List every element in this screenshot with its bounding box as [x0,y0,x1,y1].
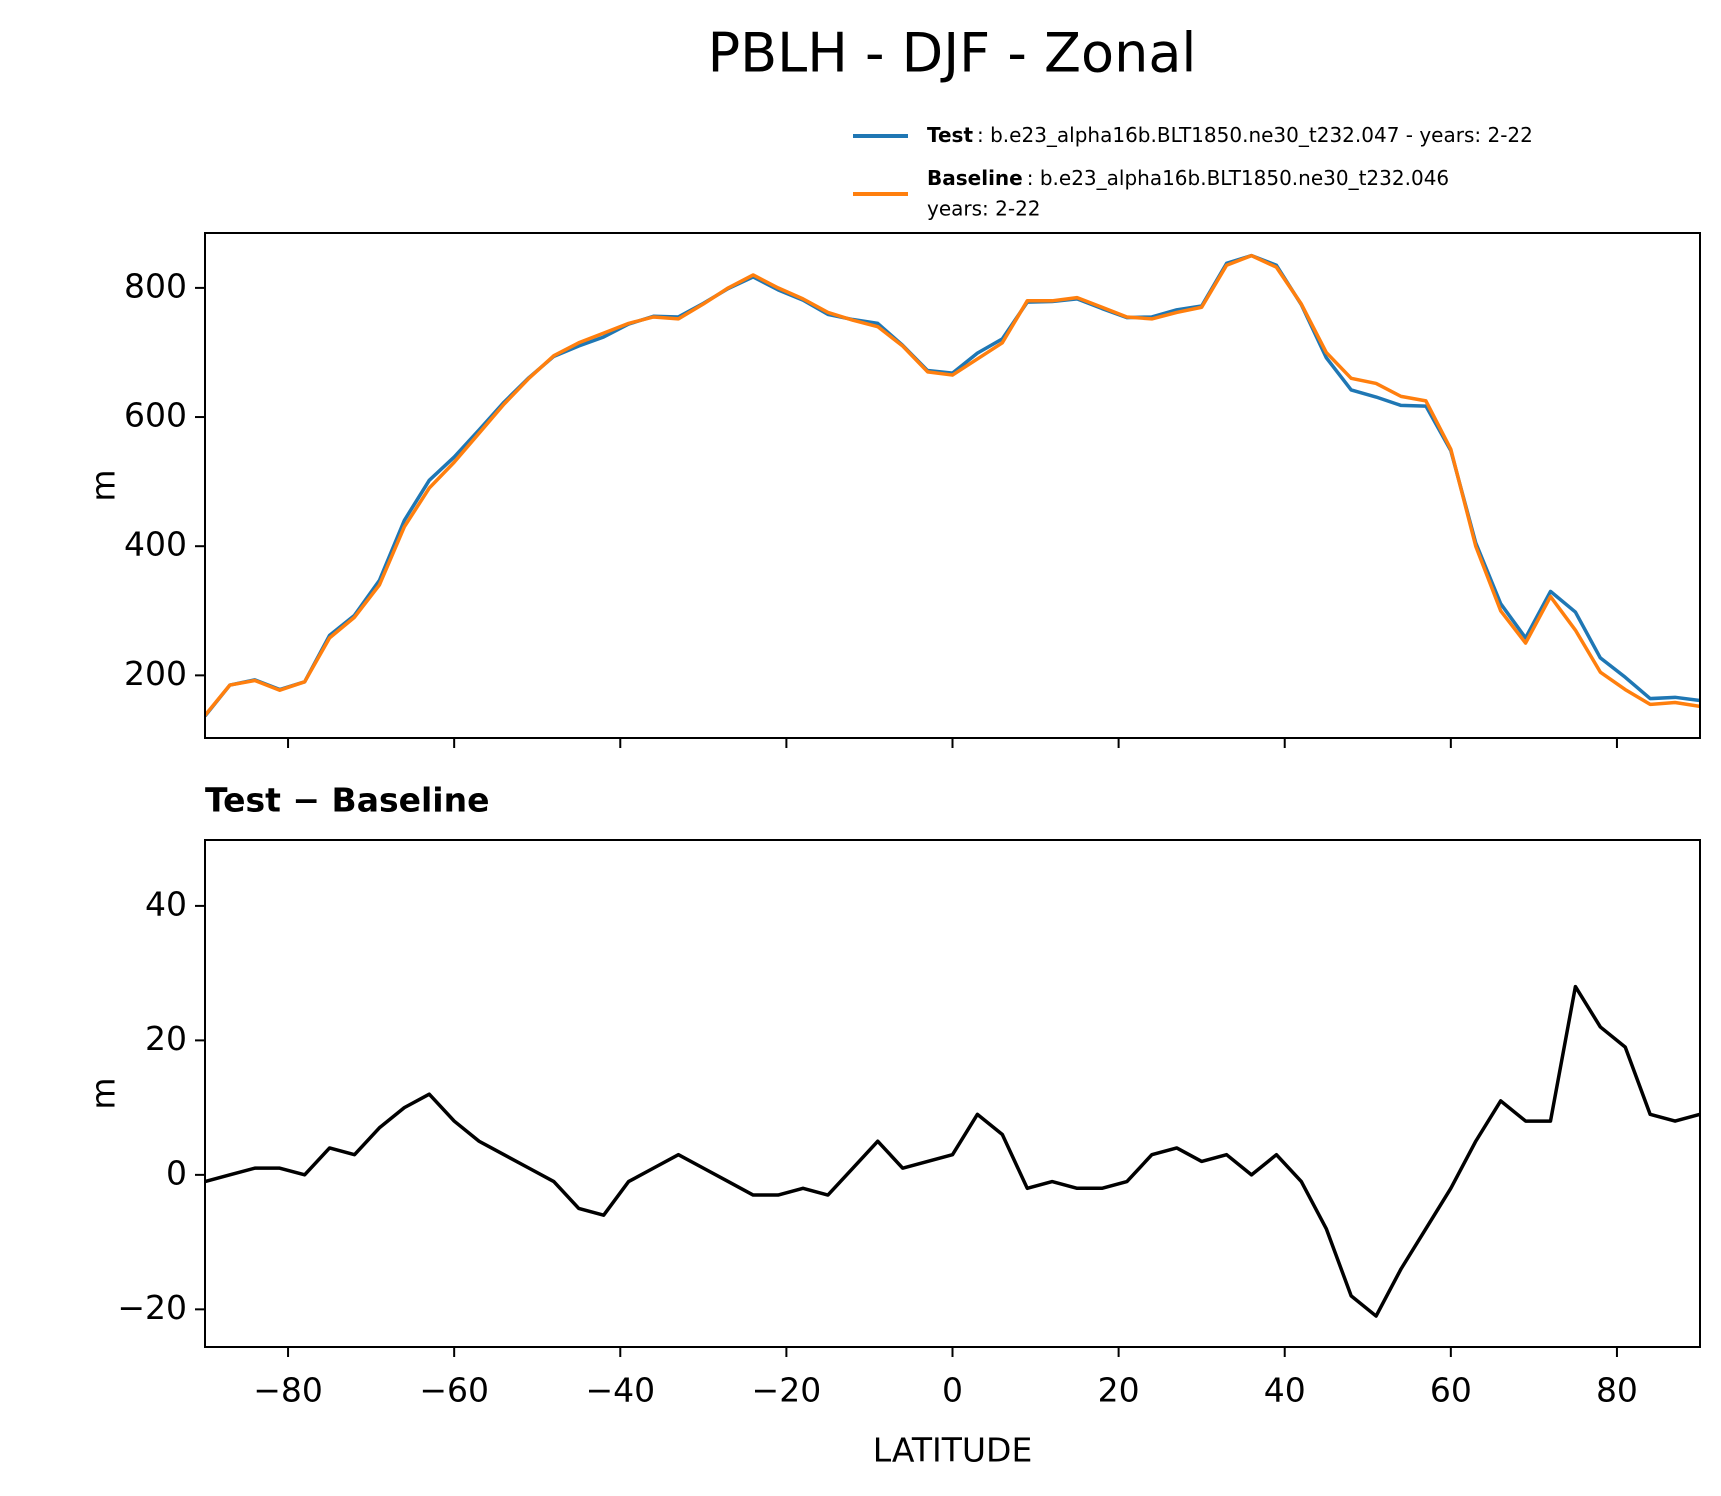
x-tick-label: 40 [1264,1371,1306,1410]
panel-title: Test − Baseline [205,781,490,820]
x-tick-label: 60 [1430,1371,1472,1410]
legend-label: Test: b.e23_alpha16b.BLT1850.ne30_t232.0… [927,123,1533,147]
y-tick-label: −20 [117,1288,187,1327]
series-line [205,984,1700,1318]
x-axis-label: LATITUDE [873,1431,1033,1470]
y-tick-label: 600 [124,396,187,435]
plot-frame [204,839,1701,1348]
legend-name: Test [927,123,973,147]
figure-title: PBLH - DJF - Zonal [708,22,1197,85]
legend-description: : b.e23_alpha16b.BLT1850.ne30_t232.046 [1027,166,1449,190]
y-tick-label: 20 [145,1019,187,1058]
y-tick-label: 200 [124,654,187,693]
series-line [205,253,1700,717]
x-tick-label: −40 [585,1371,655,1410]
x-tick-label: −60 [419,1371,489,1410]
x-tick-label: 0 [942,1371,963,1410]
y-tick-label: 800 [124,266,187,305]
x-tick-label: 80 [1596,1371,1638,1410]
x-tick-label: −20 [752,1371,822,1410]
y-tick-label: 400 [124,525,187,564]
y-tick-label: 40 [145,884,187,923]
legend-description: : b.e23_alpha16b.BLT1850.ne30_t232.047 -… [977,123,1533,147]
legend-label: Baseline: b.e23_alpha16b.BLT1850.ne30_t2… [927,166,1449,190]
y-axis-label: m [84,1077,123,1109]
legend-description: years: 2-22 [927,197,1041,221]
y-tick-label: 0 [166,1153,187,1192]
x-tick-label: −80 [253,1371,323,1410]
plot-frame [204,232,1701,739]
legend-name: Baseline [927,166,1023,190]
y-axis-label: m [84,469,123,501]
x-tick-label: 20 [1098,1371,1140,1410]
